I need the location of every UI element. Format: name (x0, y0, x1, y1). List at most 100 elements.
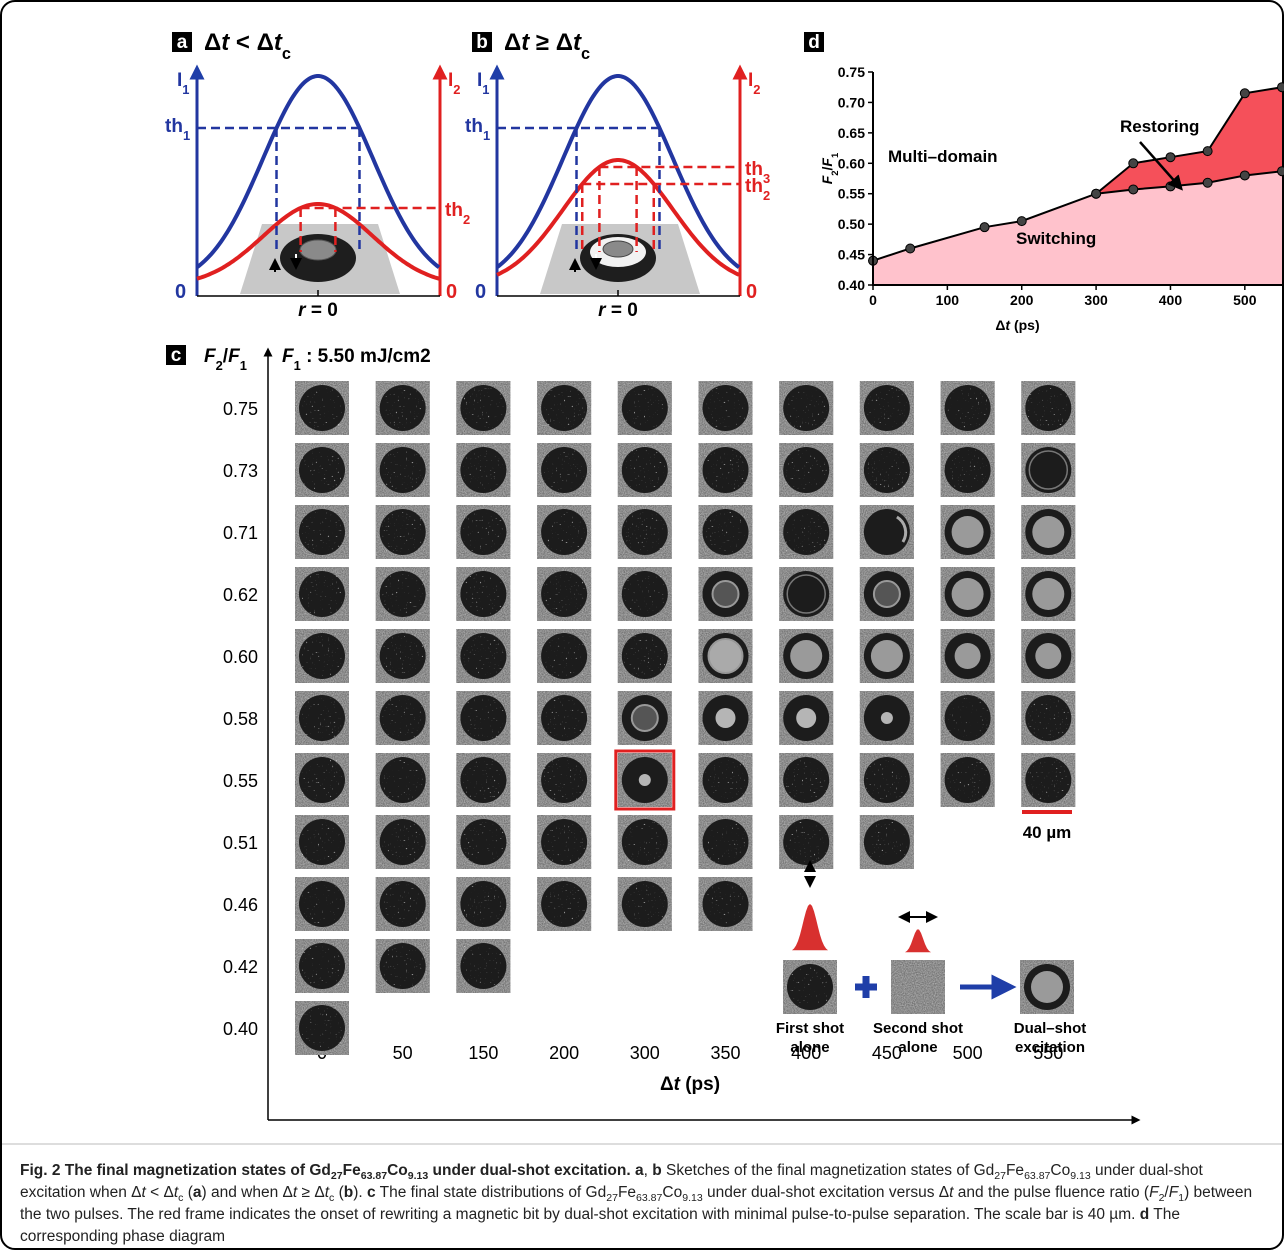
y-category: 0.71 (223, 523, 258, 543)
inset-label: excitation (1015, 1039, 1085, 1056)
caption-run: 27 (994, 1170, 1006, 1182)
caption-run: 63.87 (636, 1192, 662, 1204)
panel-label: c (171, 345, 182, 366)
caption-run: b (652, 1162, 661, 1179)
state-speckle (302, 512, 342, 552)
state-speckle (302, 822, 342, 862)
state-speckle (463, 760, 503, 800)
state-speckle (383, 450, 423, 490)
axis-label: I1 (477, 70, 489, 97)
zero-label: 0 (175, 281, 186, 303)
x-category: 500 (953, 1043, 983, 1063)
region-label: Switching (1016, 229, 1096, 248)
x-tick-label: 400 (1159, 292, 1183, 308)
text-run: c (282, 45, 291, 63)
y-tick-label: 0.60 (838, 155, 865, 171)
caption-run: under dual-shot excitation versus Δ (703, 1184, 949, 1201)
state-core (790, 640, 822, 672)
spot-inner (300, 240, 336, 260)
state-speckle (544, 574, 584, 614)
axis-label: I2 (748, 70, 760, 97)
axis-label: I1 (177, 70, 189, 97)
state-core (709, 639, 743, 673)
caption-run: ( (334, 1184, 343, 1201)
state-speckle (302, 1008, 342, 1048)
text-run: 1 (183, 128, 190, 143)
x-tick-label: 100 (936, 292, 960, 308)
x-axis-label: Δt (ps) (660, 1074, 720, 1095)
state-speckle (706, 512, 746, 552)
state-speckle (544, 822, 584, 862)
data-point (1129, 185, 1138, 194)
state-spot (864, 509, 910, 555)
y-tick-label: 0.40 (838, 277, 865, 293)
x-category: 200 (549, 1043, 579, 1063)
text-run: th (165, 116, 183, 137)
inset-label: Dual–shot (1014, 1020, 1087, 1037)
state-speckle (786, 760, 826, 800)
state-speckle (302, 574, 342, 614)
x-axis-label: Δt (ps) (995, 317, 1039, 333)
state-speckle (544, 698, 584, 738)
data-point (1240, 171, 1249, 180)
text-run: ≥ Δ (529, 29, 573, 56)
caption-run: ≥ Δ (297, 1184, 324, 1201)
caption-run: b (344, 1184, 353, 1201)
state-speckle (544, 450, 584, 490)
y-category: 0.51 (223, 833, 258, 853)
text-run: 1 (240, 358, 247, 373)
state-speckle (463, 822, 503, 862)
state-core (632, 705, 658, 731)
state-speckle (383, 822, 423, 862)
x-tick-label: 500 (1233, 292, 1257, 308)
state-speckle (867, 822, 907, 862)
state-speckle (383, 946, 423, 986)
text-run: < Δ (229, 29, 274, 56)
state-speckle (706, 760, 746, 800)
text-run: = 0 (306, 300, 338, 321)
text-run: Δ (660, 1074, 674, 1095)
threshold-label: th1 (165, 116, 190, 143)
inset-label: alone (790, 1039, 829, 1056)
state-speckle (625, 512, 665, 552)
text-run: : 5.50 mJ/cm (301, 346, 420, 367)
data-point (906, 244, 915, 253)
state-image-noise (891, 960, 945, 1014)
state-speckle (544, 512, 584, 552)
text-run: 2 (463, 212, 470, 227)
state-speckle (383, 574, 423, 614)
y-category: 0.42 (223, 957, 258, 977)
state-speckle (867, 760, 907, 800)
state-core (955, 643, 981, 669)
caption-run: < Δ (146, 1184, 174, 1201)
y-category: 0.60 (223, 647, 258, 667)
caption-run: 63.87 (361, 1170, 387, 1182)
caption-run: F (1149, 1184, 1158, 1201)
data-point (1166, 182, 1175, 191)
y-category: 0.55 (223, 771, 258, 791)
text-run: c (581, 45, 590, 63)
data-point (1240, 89, 1249, 98)
state-speckle (948, 760, 988, 800)
center-label: r = 0 (598, 300, 638, 321)
x-category: 300 (630, 1043, 660, 1063)
y-tick-label: 0.65 (838, 125, 865, 141)
y-tick-label: 0.70 (838, 94, 865, 110)
state-speckle (867, 450, 907, 490)
page: {"panels":{ "a":{"label":"a","title":["Δ… (0, 0, 1284, 1250)
figure: aΔt < Δtcth1th2I1I200r = 0bΔt ≥ Δtcth1th… (0, 0, 1284, 1250)
state-speckle (706, 450, 746, 490)
text-run: th (745, 176, 763, 197)
text-run: 1 (182, 82, 189, 97)
data-point (1203, 147, 1212, 156)
state-speckle (383, 636, 423, 676)
caption-run: d (1140, 1206, 1149, 1223)
caption-run: Co (1050, 1162, 1070, 1179)
caption-run: under dual-shot excitation. (428, 1162, 630, 1179)
text-run: 2 (763, 188, 770, 203)
caption-run: 9.13 (1070, 1170, 1091, 1182)
panel-label: a (177, 32, 188, 53)
state-speckle (706, 884, 746, 924)
state-core (881, 712, 893, 724)
x-category: 350 (710, 1043, 740, 1063)
